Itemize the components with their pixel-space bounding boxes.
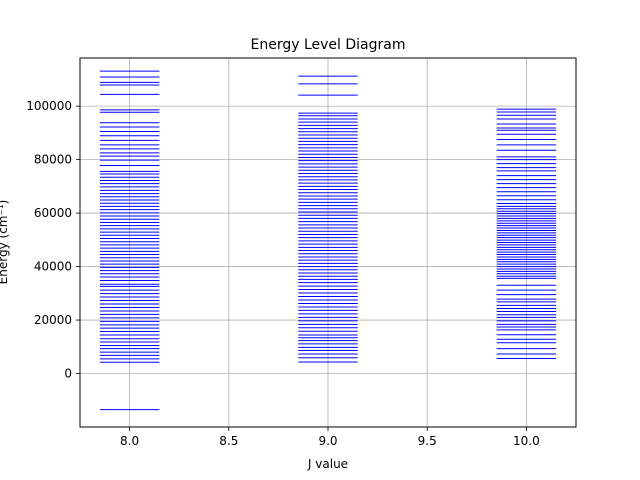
x-tick-label: 8.0 [120, 434, 139, 448]
y-tick-label: 100000 [26, 99, 72, 113]
y-tick-label: 40000 [34, 260, 72, 274]
y-tick-label: 80000 [34, 153, 72, 167]
x-tick-label: 9.5 [418, 434, 437, 448]
y-axis-ticks: 0 20000 40000 60000 80000 100000 [26, 99, 80, 381]
y-tick-label: 0 [64, 367, 72, 381]
y-tick-label: 20000 [34, 313, 72, 327]
x-tick-label: 9.0 [318, 434, 337, 448]
grid [80, 58, 576, 427]
y-axis-label: Energy (cm⁻¹) [0, 200, 10, 285]
x-axis-label: J value [307, 457, 348, 471]
x-tick-label: 8.5 [219, 434, 238, 448]
x-tick-label: 10.0 [513, 434, 540, 448]
x-axis-ticks: 8.0 8.5 9.0 9.5 10.0 [120, 427, 540, 448]
energy-levels [99, 70, 557, 411]
chart-title: Energy Level Diagram [251, 37, 406, 53]
y-tick-label: 60000 [34, 206, 72, 220]
